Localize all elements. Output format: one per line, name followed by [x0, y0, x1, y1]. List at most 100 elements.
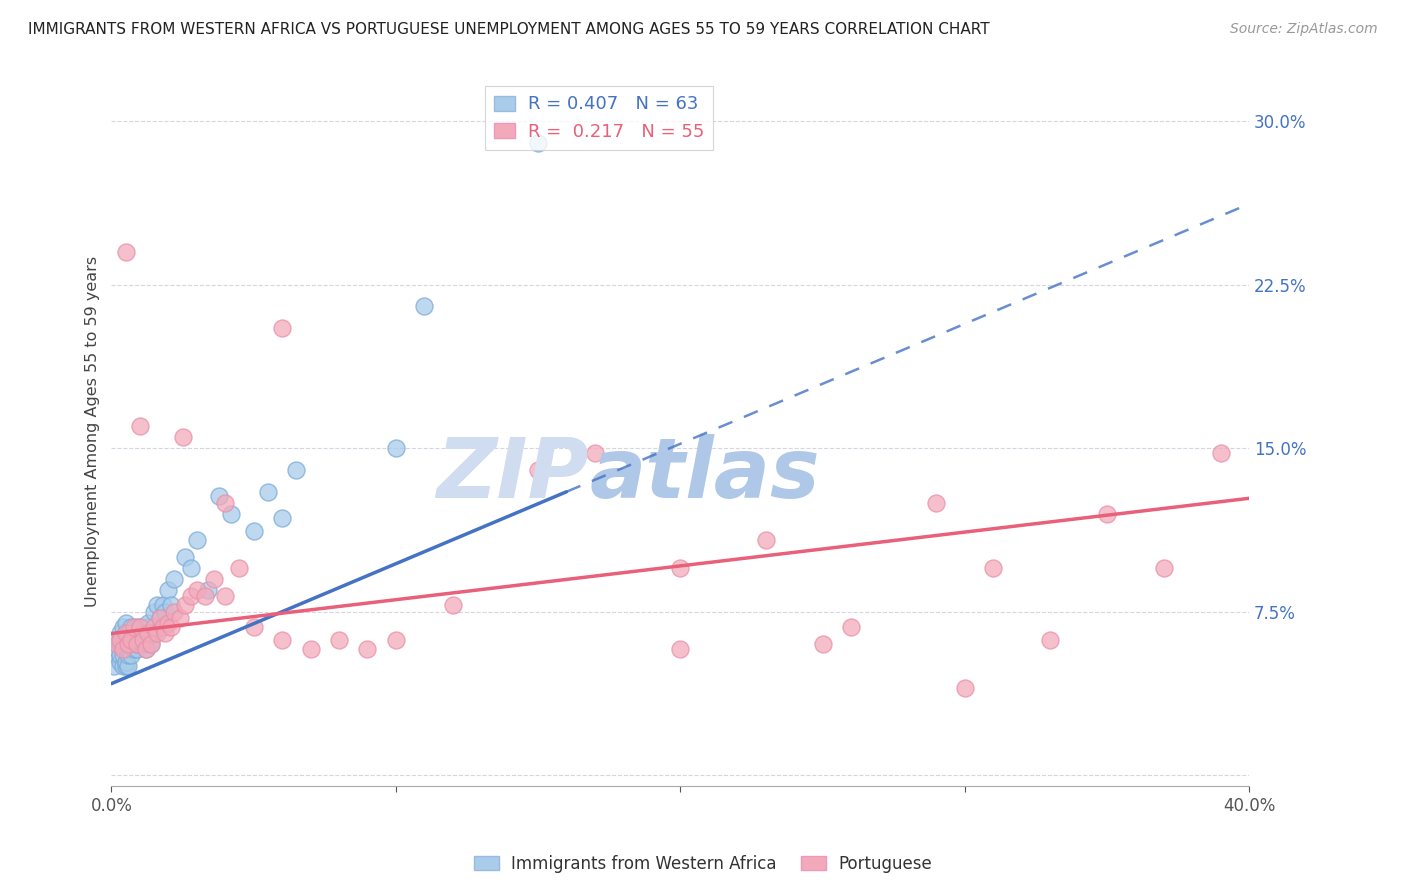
Point: [128, 419, 150, 434]
Point: [108, 655, 131, 669]
Point: [527, 136, 550, 150]
Point: [128, 637, 150, 651]
Point: [202, 572, 225, 586]
Point: [122, 620, 145, 634]
Point: [299, 641, 322, 656]
Point: [114, 637, 136, 651]
Point: [174, 550, 197, 565]
Point: [143, 620, 166, 634]
Point: [194, 590, 217, 604]
Point: [111, 620, 134, 634]
Point: [285, 463, 308, 477]
Point: [128, 620, 150, 634]
Point: [125, 637, 148, 651]
Point: [1209, 445, 1232, 459]
Point: [105, 641, 128, 656]
Point: [149, 611, 172, 625]
Point: [141, 626, 163, 640]
Point: [111, 641, 134, 656]
Point: [953, 681, 976, 695]
Point: [105, 637, 128, 651]
Point: [143, 605, 166, 619]
Point: [1153, 561, 1175, 575]
Point: [811, 637, 834, 651]
Point: [108, 637, 131, 651]
Point: [583, 445, 606, 459]
Text: ZIP: ZIP: [437, 434, 589, 515]
Point: [125, 641, 148, 656]
Point: [669, 561, 692, 575]
Point: [160, 598, 183, 612]
Point: [163, 572, 186, 586]
Point: [111, 659, 134, 673]
Point: [356, 641, 378, 656]
Point: [214, 496, 236, 510]
Point: [135, 620, 157, 634]
Point: [125, 637, 148, 651]
Legend: R = 0.407   N = 63, R =  0.217   N = 55: R = 0.407 N = 63, R = 0.217 N = 55: [485, 87, 713, 150]
Point: [186, 533, 208, 547]
Point: [328, 633, 350, 648]
Point: [669, 641, 692, 656]
Point: [257, 484, 280, 499]
Point: [208, 489, 231, 503]
Point: [114, 641, 136, 656]
Point: [214, 590, 236, 604]
Point: [122, 641, 145, 656]
Point: [174, 598, 197, 612]
Point: [111, 637, 134, 651]
Point: [385, 441, 408, 455]
Point: [413, 300, 436, 314]
Point: [242, 524, 264, 538]
Point: [138, 637, 160, 651]
Point: [120, 620, 142, 634]
Point: [186, 582, 208, 597]
Point: [981, 561, 1004, 575]
Point: [131, 637, 153, 651]
Point: [114, 244, 136, 259]
Point: [114, 655, 136, 669]
Point: [160, 620, 183, 634]
Point: [385, 633, 408, 648]
Point: [1095, 507, 1118, 521]
Point: [128, 620, 150, 634]
Point: [169, 611, 191, 625]
Point: [152, 620, 174, 634]
Point: [180, 590, 202, 604]
Point: [271, 321, 294, 335]
Point: [143, 626, 166, 640]
Point: [103, 659, 125, 673]
Point: [271, 633, 294, 648]
Point: [441, 598, 464, 612]
Point: [925, 496, 948, 510]
Point: [117, 659, 139, 673]
Point: [108, 633, 131, 648]
Point: [271, 511, 294, 525]
Point: [114, 615, 136, 630]
Text: atlas: atlas: [589, 434, 820, 515]
Point: [135, 641, 157, 656]
Point: [527, 463, 550, 477]
Point: [108, 648, 131, 663]
Point: [114, 626, 136, 640]
Legend: Immigrants from Western Africa, Portuguese: Immigrants from Western Africa, Portugue…: [468, 848, 938, 880]
Point: [197, 582, 219, 597]
Point: [839, 620, 862, 634]
Point: [157, 615, 180, 630]
Y-axis label: Unemployment Among Ages 55 to 59 years: Unemployment Among Ages 55 to 59 years: [86, 256, 100, 607]
Point: [152, 620, 174, 634]
Point: [155, 626, 177, 640]
Point: [1039, 633, 1062, 648]
Point: [114, 626, 136, 640]
Point: [180, 561, 202, 575]
Point: [108, 626, 131, 640]
Point: [105, 648, 128, 663]
Point: [120, 637, 142, 651]
Point: [135, 641, 157, 656]
Point: [755, 533, 778, 547]
Point: [138, 615, 160, 630]
Point: [105, 633, 128, 648]
Point: [120, 633, 142, 648]
Point: [131, 626, 153, 640]
Point: [125, 620, 148, 634]
